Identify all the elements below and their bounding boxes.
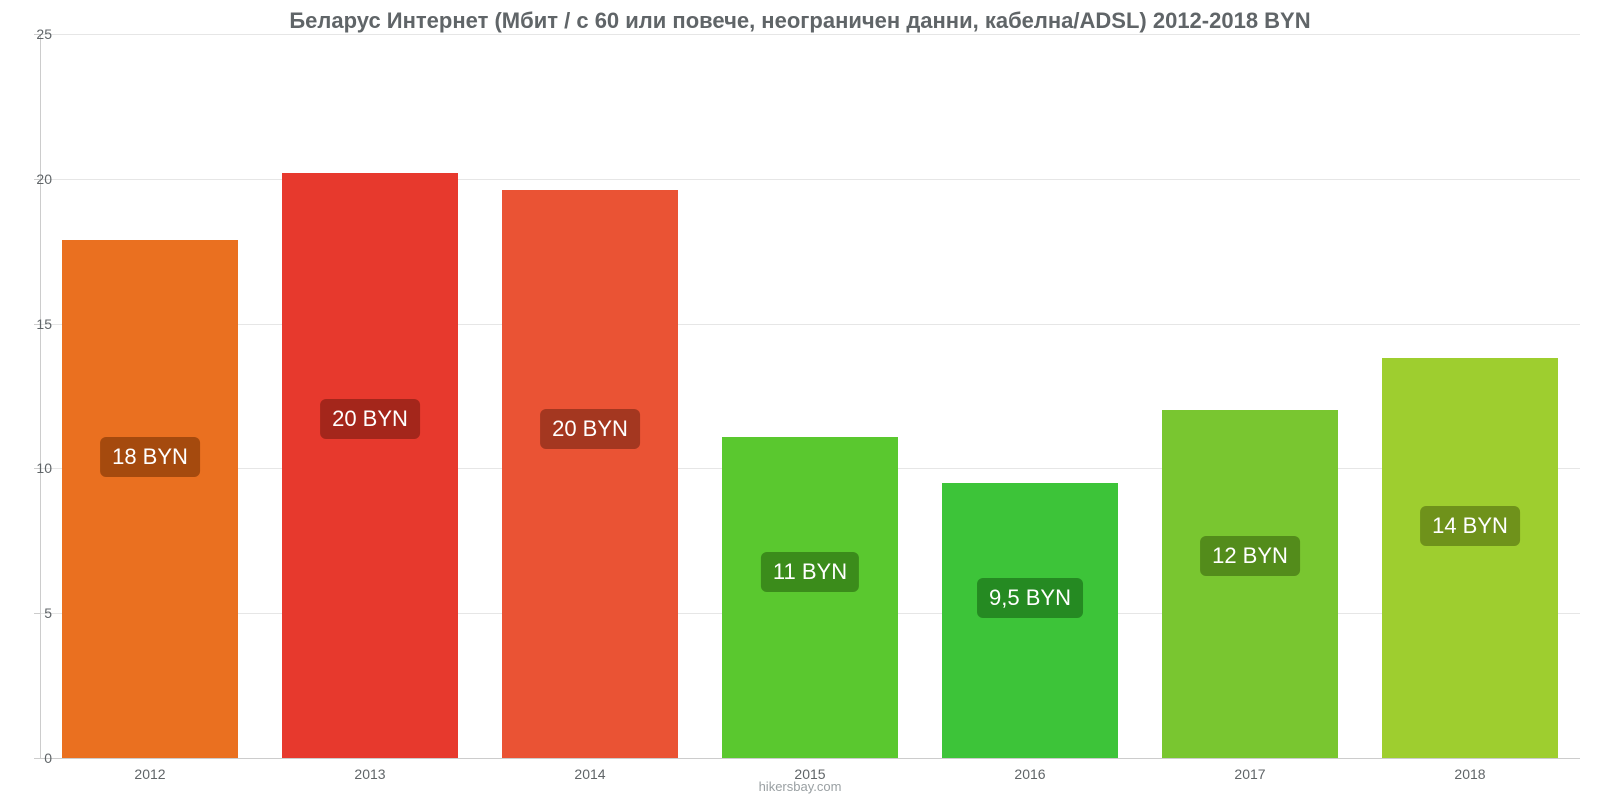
x-tick-label: 2018 [1454, 766, 1485, 782]
x-tick-label: 2017 [1234, 766, 1265, 782]
x-tick-label: 2012 [134, 766, 165, 782]
y-tick-label: 15 [12, 316, 52, 332]
bar [62, 240, 238, 758]
data-label: 20 BYN [540, 409, 640, 449]
grid-line [40, 34, 1580, 35]
data-label: 12 BYN [1200, 536, 1300, 576]
x-tick-label: 2013 [354, 766, 385, 782]
bar [1162, 410, 1338, 758]
bar [1382, 358, 1558, 758]
bar [502, 190, 678, 758]
x-tick-label: 2016 [1014, 766, 1045, 782]
data-label: 11 BYN [761, 552, 859, 592]
x-axis [40, 758, 1580, 759]
data-label: 9,5 BYN [977, 578, 1083, 618]
bar [282, 173, 458, 758]
y-axis [40, 34, 41, 758]
y-tick-label: 10 [12, 460, 52, 476]
y-tick-label: 20 [12, 171, 52, 187]
x-tick-label: 2015 [794, 766, 825, 782]
bar [942, 483, 1118, 758]
data-label: 14 BYN [1420, 506, 1520, 546]
chart-title: Беларус Интернет (Мбит / с 60 или повече… [0, 8, 1600, 34]
x-tick-label: 2014 [574, 766, 605, 782]
grid-line [40, 324, 1580, 325]
plot-area: 18 BYN 20 BYN 20 BYN 11 BYN 9,5 BYN 12 BYN 14 … [40, 34, 1580, 758]
data-label: 20 BYN [320, 399, 420, 439]
grid-line [40, 179, 1580, 180]
y-tick-label: 5 [12, 605, 52, 621]
bar [722, 437, 898, 758]
y-tick-label: 25 [12, 26, 52, 42]
y-tick-label: 0 [12, 750, 52, 766]
data-label: 18 BYN [100, 437, 200, 477]
